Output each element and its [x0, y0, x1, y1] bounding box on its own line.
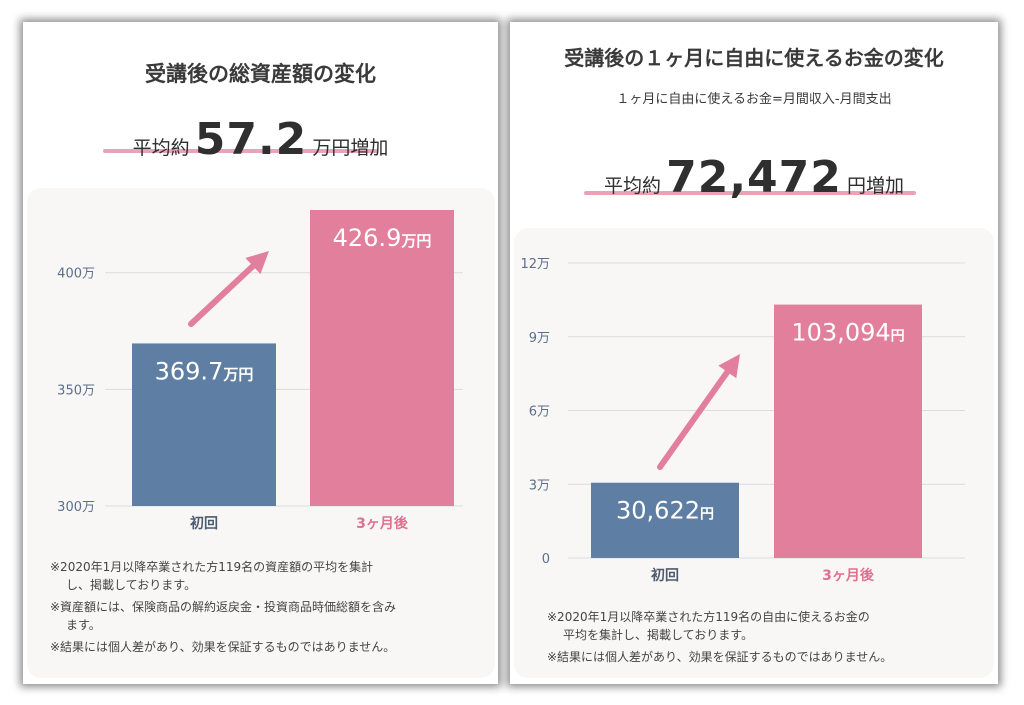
average-underline: [103, 149, 378, 153]
bar-value-number: 103,094: [791, 319, 890, 347]
free-money-card: 受講後の１ヶ月に自由に使えるお金の変化 １ヶ月に自由に使えるお金=月間収入-月間…: [510, 22, 998, 684]
bar-value-unit: 円: [700, 507, 714, 523]
average-suffix: 円増加: [846, 175, 904, 197]
bar: [132, 343, 276, 506]
category-label: 初回: [190, 515, 218, 532]
bar: [774, 304, 922, 558]
bar-value-label: 426.9万円: [333, 224, 432, 252]
y-tick-label: 0: [542, 552, 550, 567]
average-summary: 平均約 57.2 万円増加: [23, 114, 498, 165]
footnote-line: し、掲載しております。: [66, 578, 197, 592]
bar-value-number: 426.9: [333, 224, 402, 252]
y-tick-label: 12万: [520, 257, 550, 272]
footnote-line: ※2020年1月以降卒業された方119名の自由に使えるお金の: [547, 610, 870, 624]
bar-value-unit: 万円: [400, 232, 431, 250]
trend-arrow-head: [245, 251, 269, 275]
average-prefix: 平均約: [132, 137, 190, 159]
y-tick-label: 3万: [529, 478, 550, 493]
footnote-line: ます。: [66, 618, 101, 632]
y-tick-label: 400万: [57, 267, 95, 282]
average-value: 72,472: [666, 152, 842, 203]
footnotes: ※2020年1月以降卒業された方119名の自由に使えるお金の 平均を集計し、掲載…: [547, 608, 892, 666]
category-label: 初回: [651, 567, 679, 584]
footnote-line: ※2020年1月以降卒業された方119名の資産額の平均を集計: [50, 560, 374, 574]
bar-value-number: 369.7: [155, 357, 224, 385]
average-suffix: 万円増加: [312, 137, 389, 159]
trend-arrow-shaft: [657, 368, 731, 470]
bar-value-number: 30,622: [616, 497, 700, 525]
bar: [591, 482, 739, 558]
average-value: 57.2: [194, 114, 308, 165]
footnote-line: ※結果には個人差があり、効果を保証するものではありません。: [547, 650, 893, 664]
trend-arrow-head: [718, 354, 740, 379]
average-underline: [584, 191, 916, 195]
trend-arrow-shaft: [188, 263, 256, 327]
category-label: 3ヶ月後: [822, 567, 875, 584]
y-tick-label: 6万: [529, 405, 550, 420]
y-tick-label: 300万: [57, 500, 95, 515]
footnote-line: 平均を集計し、掲載しております。: [563, 628, 754, 642]
bar: [310, 210, 454, 506]
average-prefix: 平均約: [603, 175, 661, 197]
bar-value-label: 30,622円: [616, 497, 714, 525]
category-label: 3ヶ月後: [356, 515, 409, 532]
average-summary: 平均約 72,472 円増加: [510, 152, 998, 203]
y-tick-label: 350万: [57, 383, 95, 398]
chart-subtitle: １ヶ月に自由に使えるお金=月間収入-月間支出: [616, 92, 892, 107]
footnote-line: ※資産額には、保険商品の解約返戻金・投資商品時価総額を含み: [50, 600, 397, 614]
bar-value-unit: 万円: [222, 365, 253, 383]
footnotes: ※2020年1月以降卒業された方119名の資産額の平均を集計 し、掲載しておりま…: [50, 558, 396, 656]
chart-title: 受講後の１ヶ月に自由に使えるお金の変化: [564, 46, 944, 70]
chart-title: 受講後の総資産額の変化: [145, 62, 376, 86]
footnote-line: ※結果には個人差があり、効果を保証するものではありません。: [50, 640, 396, 654]
bar-value-unit: 円: [891, 329, 905, 345]
asset-change-card: 受講後の総資産額の変化 平均約 57.2 万円増加 300万 350万 400万 36…: [23, 22, 498, 684]
bar-value-label: 103,094円: [791, 319, 904, 347]
y-tick-label: 9万: [529, 331, 550, 346]
bar-value-label: 369.7万円: [155, 357, 254, 385]
